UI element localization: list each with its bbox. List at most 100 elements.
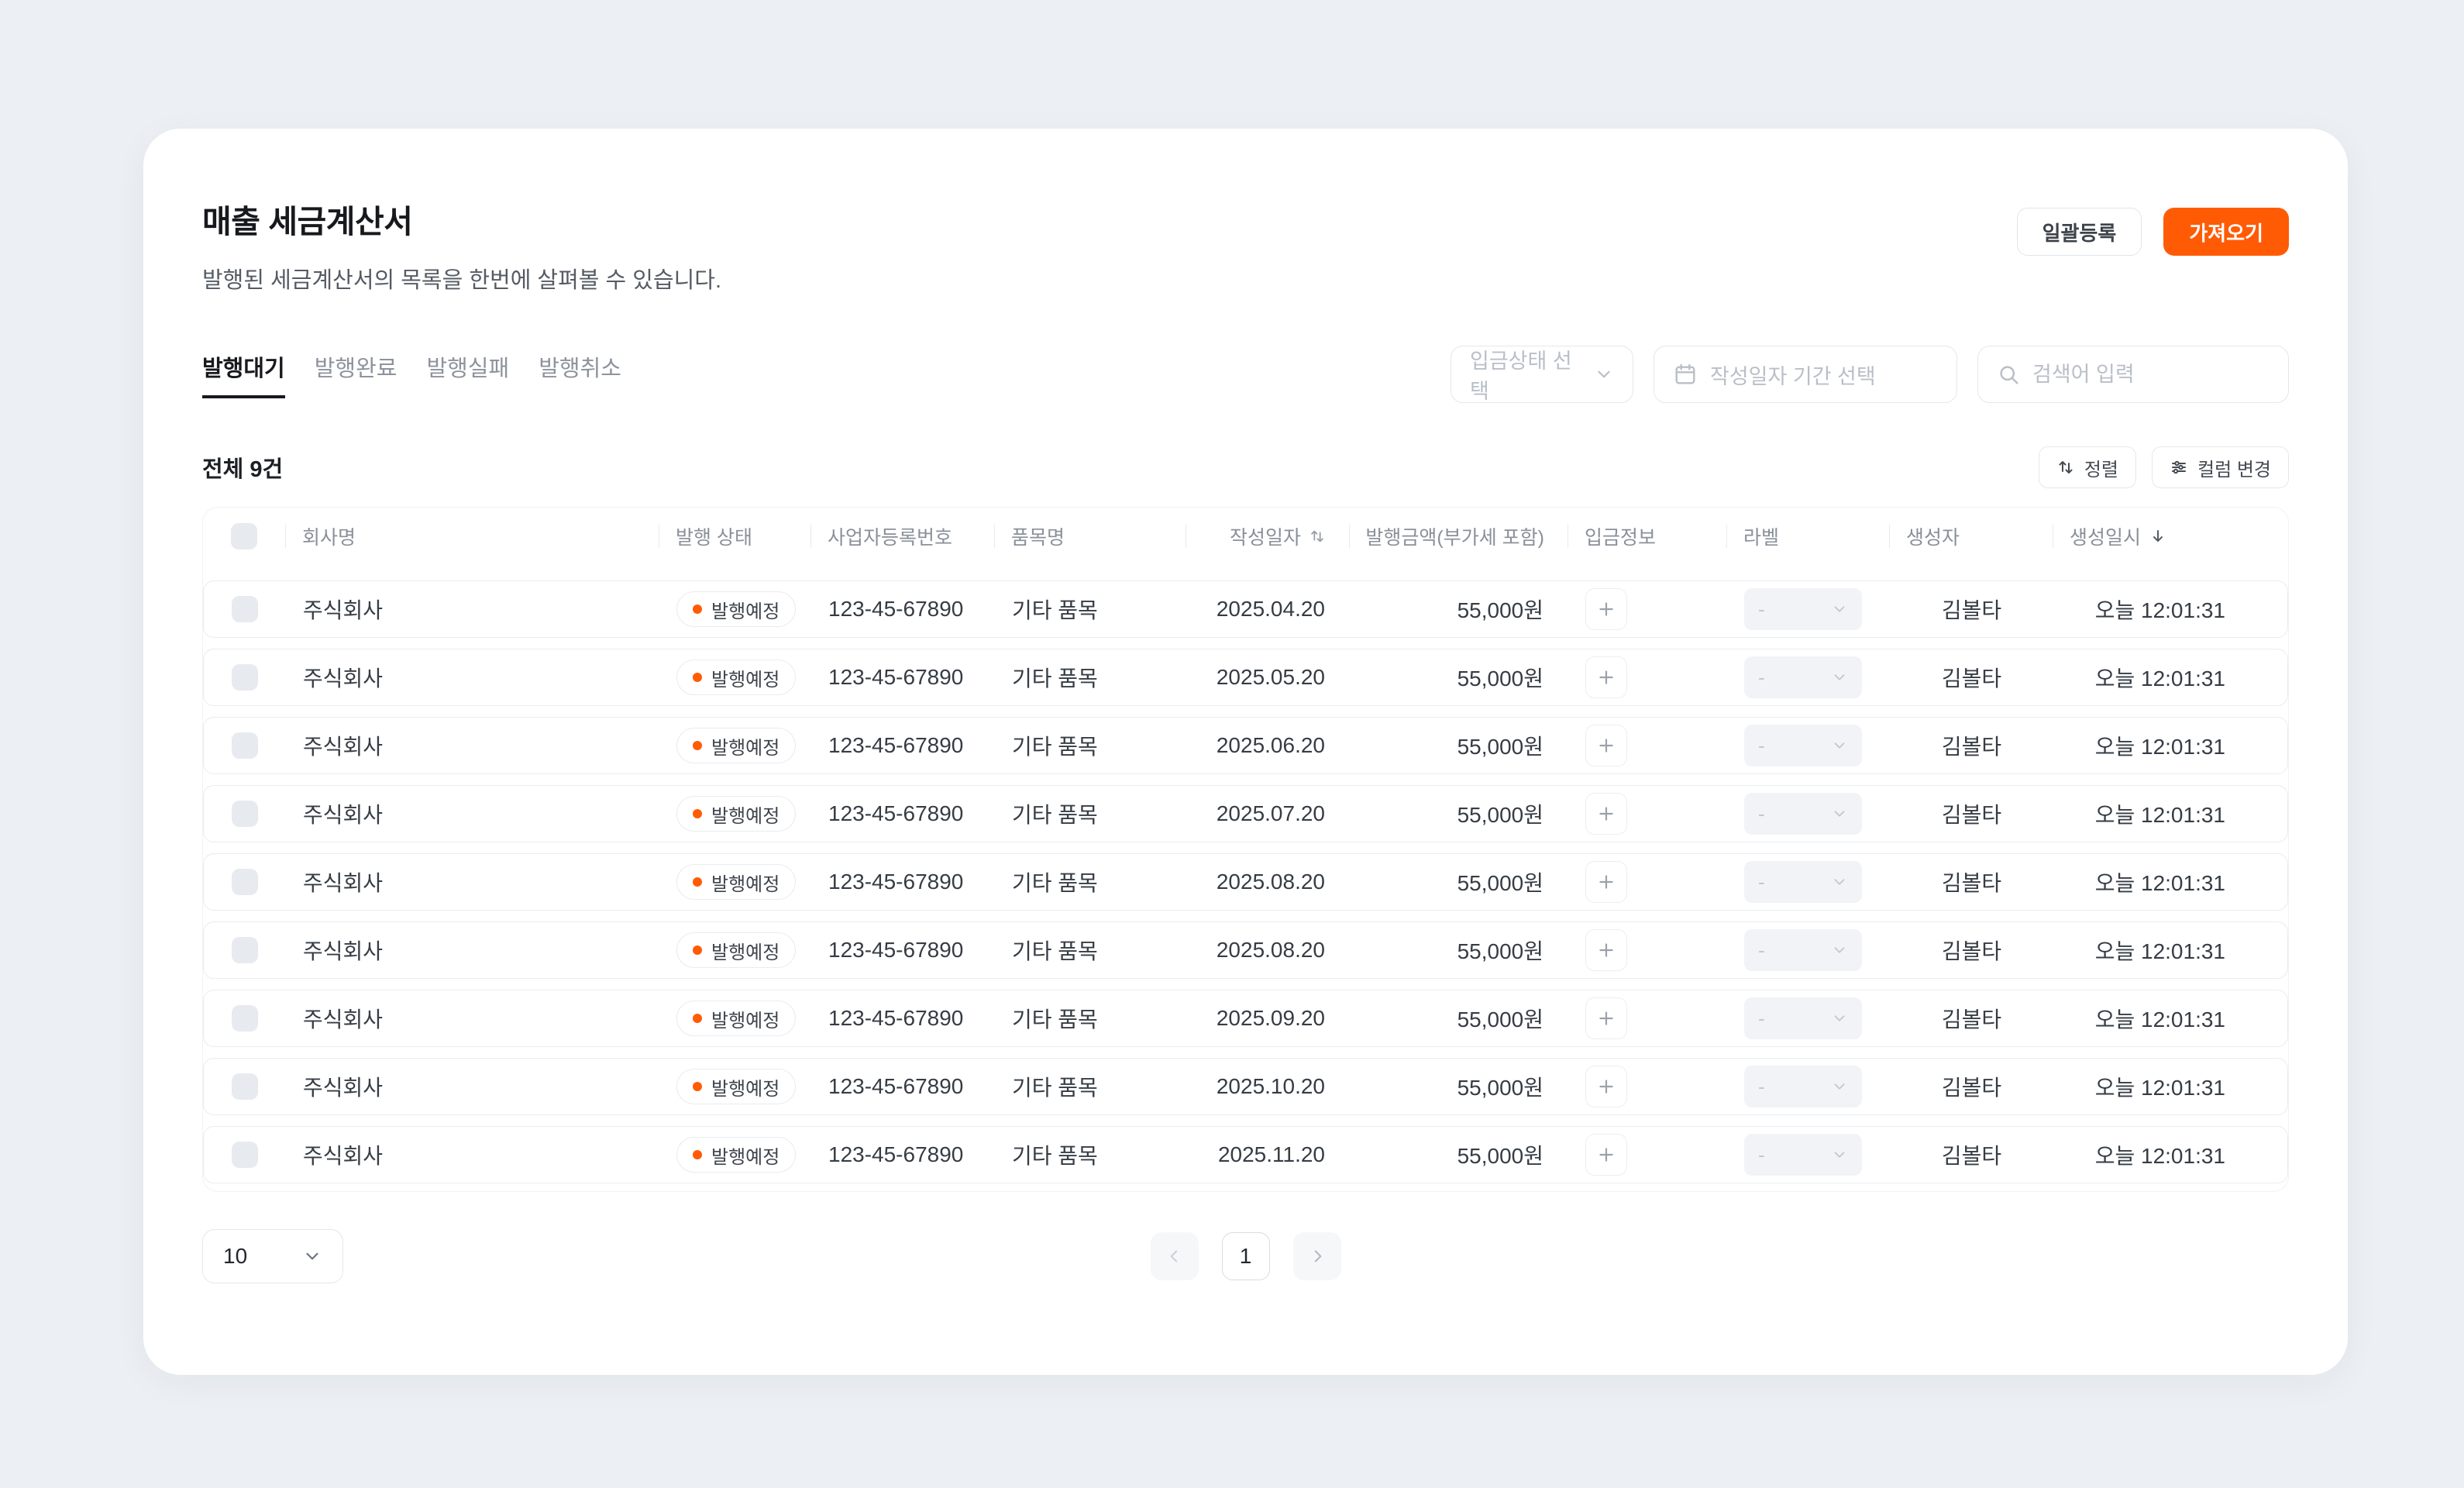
- date-range-picker[interactable]: 작성일자 기간 선택: [1654, 346, 1957, 403]
- tab-complete[interactable]: 발행완료: [314, 356, 397, 381]
- page-header-text: 매출 세금계산서 발행된 세금계산서의 목록을 한번에 살펴볼 수 있습니다.: [202, 195, 721, 294]
- creator-text: 김볼타: [1941, 1008, 2002, 1032]
- add-deposit-button[interactable]: [1585, 861, 1627, 903]
- page-size-select[interactable]: 10: [202, 1229, 343, 1283]
- status-text: 발행예정: [711, 1078, 780, 1100]
- amount-cell: 55,000원: [1350, 730, 1568, 761]
- deposit-cell: [1568, 997, 1727, 1039]
- add-deposit-button[interactable]: [1585, 929, 1627, 971]
- columns-icon: [2172, 460, 2186, 474]
- bizno-cell: 123-45-67890: [811, 801, 995, 826]
- status-badge: 발행예정: [676, 796, 797, 832]
- amount-cell: 55,000원: [1350, 1139, 1568, 1170]
- status-text: 발행예정: [711, 737, 780, 759]
- header-bizno-label: 사업자등록번호: [828, 527, 953, 549]
- add-deposit-button[interactable]: [1585, 1066, 1627, 1107]
- filters: 입금상태 선택 작성일자 기간 선택: [1451, 346, 2289, 403]
- label-select[interactable]: -: [1744, 725, 1862, 766]
- header-item-label: 품목명: [1011, 527, 1065, 549]
- header-status: 발행 상태: [659, 522, 810, 550]
- label-cell: -: [1727, 997, 1890, 1039]
- bulk-register-button[interactable]: 일괄등록: [2016, 208, 2142, 256]
- status-dot-icon: [693, 604, 702, 614]
- label-select[interactable]: -: [1744, 656, 1862, 698]
- bizno-cell: 123-45-67890: [811, 597, 995, 622]
- add-deposit-button[interactable]: [1585, 656, 1627, 698]
- status-cell: 발행예정: [659, 796, 811, 832]
- creator-text: 김볼타: [1941, 735, 2002, 759]
- status-cell: 발행예정: [659, 728, 811, 763]
- status-badge: 발행예정: [676, 591, 797, 627]
- row-checkbox[interactable]: [232, 732, 258, 759]
- search-input[interactable]: [2032, 362, 2270, 387]
- row-checkbox[interactable]: [232, 596, 258, 622]
- status-dot-icon: [693, 946, 702, 955]
- tab-pending[interactable]: 발행대기: [202, 350, 285, 398]
- company-text: 주식회사: [303, 1008, 384, 1032]
- tab-failed[interactable]: 발행실패: [426, 356, 510, 381]
- date-text: 2025.08.20: [1216, 870, 1325, 894]
- add-deposit-button[interactable]: [1585, 725, 1627, 766]
- created-text: 오늘 12:01:31: [2094, 871, 2225, 895]
- header-company-label: 회사명: [302, 527, 356, 549]
- label-select[interactable]: -: [1744, 861, 1862, 903]
- search-field[interactable]: [1977, 346, 2289, 403]
- status-dot-icon: [693, 1014, 702, 1023]
- page-size-value: 10: [223, 1244, 248, 1268]
- add-deposit-button[interactable]: [1585, 588, 1627, 630]
- label-select[interactable]: -: [1744, 997, 1862, 1039]
- row-checkbox[interactable]: [232, 664, 258, 691]
- select-all-checkbox[interactable]: [231, 523, 257, 549]
- add-deposit-button[interactable]: [1585, 793, 1627, 835]
- header-date[interactable]: 작성일자: [1186, 522, 1349, 550]
- label-select[interactable]: -: [1744, 793, 1862, 835]
- label-select[interactable]: -: [1744, 929, 1862, 971]
- row-checkbox[interactable]: [232, 801, 258, 827]
- date-text: 2025.04.20: [1216, 597, 1325, 621]
- created-cell: 오늘 12:01:31: [2053, 935, 2287, 966]
- prev-page-button[interactable]: [1150, 1232, 1199, 1280]
- tab-canceled[interactable]: 발행취소: [539, 356, 621, 381]
- creator-cell: 김볼타: [1890, 1003, 2053, 1034]
- search-icon: [2000, 366, 2018, 384]
- status-cell: 발행예정: [659, 660, 811, 695]
- deposit-status-select[interactable]: 입금상태 선택: [1451, 346, 1633, 403]
- add-deposit-button[interactable]: [1585, 997, 1627, 1039]
- label-select[interactable]: -: [1744, 588, 1862, 630]
- status-cell: 발행예정: [659, 864, 811, 900]
- columns-button[interactable]: 컬럼 변경: [2152, 446, 2289, 488]
- current-page-button[interactable]: 1: [1221, 1232, 1270, 1280]
- bizno-text: 123-45-67890: [828, 1006, 964, 1030]
- next-page-button[interactable]: [1292, 1232, 1341, 1280]
- creator-text: 김볼타: [1941, 1144, 2002, 1168]
- row-checkbox[interactable]: [232, 869, 258, 895]
- creator-cell: 김볼타: [1890, 1071, 2053, 1102]
- status-dot-icon: [693, 673, 702, 682]
- status-dot-icon: [693, 809, 702, 818]
- chevron-down-icon: [1834, 879, 1845, 885]
- table-row: 주식회사 발행예정 123-45-67890 기타 품목 2025.08.20 …: [203, 853, 2288, 911]
- created-text: 오늘 12:01:31: [2094, 598, 2225, 622]
- add-deposit-button[interactable]: [1585, 1134, 1627, 1176]
- sort-button[interactable]: 정렬: [2038, 446, 2136, 488]
- row-checkbox[interactable]: [232, 1005, 258, 1032]
- label-cell: -: [1727, 793, 1890, 835]
- header-created[interactable]: 생성일시: [2053, 522, 2288, 550]
- label-value: -: [1758, 733, 1765, 757]
- chevron-down-icon: [1598, 370, 1610, 378]
- row-checkbox[interactable]: [232, 937, 258, 963]
- label-select[interactable]: -: [1744, 1066, 1862, 1107]
- created-cell: 오늘 12:01:31: [2053, 594, 2287, 625]
- label-select[interactable]: -: [1744, 1134, 1862, 1176]
- chevron-down-icon: [1834, 742, 1845, 749]
- status-text: 발행예정: [711, 873, 780, 895]
- deposit-cell: [1568, 1134, 1727, 1176]
- pagination: 1: [1150, 1232, 1341, 1280]
- row-checkbox[interactable]: [232, 1142, 258, 1168]
- import-button[interactable]: 가져오기: [2163, 208, 2289, 256]
- status-text: 발행예정: [711, 1010, 780, 1032]
- table-footer: 10 1: [202, 1229, 2289, 1283]
- row-checkbox[interactable]: [232, 1073, 258, 1100]
- date-text: 2025.05.20: [1216, 665, 1325, 689]
- date-cell: 2025.05.20: [1186, 665, 1350, 690]
